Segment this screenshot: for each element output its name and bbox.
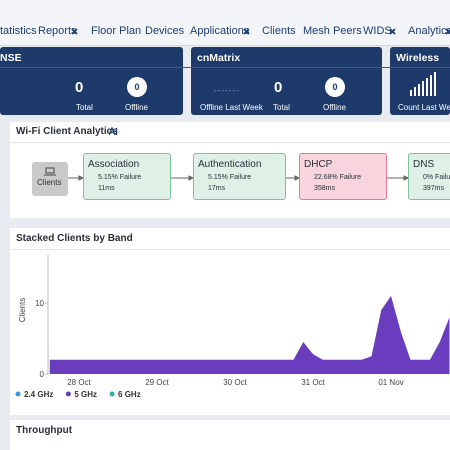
stat-label: Offline Last Week (200, 103, 263, 112)
step-latency: 358ms (314, 185, 336, 192)
close-icon[interactable] (71, 28, 78, 35)
stat-value: 0 (325, 77, 345, 97)
area (49, 295, 450, 374)
stat-label: Offline (125, 103, 148, 112)
stat-label: Offline (323, 103, 346, 112)
step-box[interactable] (408, 153, 450, 200)
step-latency: 397ms (423, 185, 445, 192)
laptop-icon (44, 167, 56, 176)
legend-marker (15, 391, 21, 397)
legend-marker (65, 391, 71, 397)
y-tick-label: 10 (35, 299, 44, 308)
source-label: Clients (37, 178, 62, 187)
divider (10, 142, 450, 143)
nav-bar (0, 0, 450, 46)
step-box[interactable] (299, 153, 387, 200)
panel-title: Stacked Clients by Band (16, 233, 133, 244)
close-icon[interactable] (243, 28, 250, 35)
x-tick-label: 28 Oct (67, 378, 91, 387)
nav-tab[interactable]: WIDS (363, 25, 392, 37)
x-tick-label: 31 Oct (301, 378, 325, 387)
nav-tab[interactable]: Devices (145, 25, 185, 37)
nav-tab[interactable]: Reports (38, 25, 77, 37)
step-name: DNS (413, 159, 435, 170)
stat-label: Total (76, 103, 93, 112)
x-tick-label: 30 Oct (223, 378, 247, 387)
step-failure: 5.15% Failure (98, 174, 142, 181)
close-icon[interactable] (389, 28, 396, 35)
step-failure: 5.15% Failure (208, 174, 252, 181)
nav-tab[interactable]: Applications (190, 25, 250, 37)
legend-label: 2.4 GHz (24, 390, 53, 399)
nav-tab[interactable]: Clients (262, 25, 296, 37)
stat-value: 0 (75, 79, 84, 96)
ai-icon (109, 127, 118, 136)
step-box[interactable] (83, 153, 171, 200)
stat-label: Count Last Week (398, 103, 450, 112)
step-latency: 11ms (98, 185, 115, 192)
step-name: Authentication (198, 159, 262, 170)
panel-title: Wi-Fi Client Analytics (16, 126, 118, 137)
divider (10, 249, 450, 250)
step-latency: 17ms (208, 185, 226, 192)
cnmatrix-card[interactable] (191, 47, 382, 115)
step-name: Association (88, 159, 140, 170)
card-title: cnMatrix (197, 52, 241, 64)
legend-marker (109, 391, 115, 397)
stat-value: ------- (214, 86, 240, 95)
throughput-panel (10, 420, 450, 450)
panel-title: Throughput (16, 425, 73, 436)
bars-icon (410, 72, 436, 96)
step-failure: 22.68% Failure (314, 174, 362, 181)
x-tick-label: 01 Nov (378, 378, 403, 387)
stat-value: 0 (127, 77, 147, 97)
card-title: Wireless (396, 52, 440, 64)
x-tick-label: 29 Oct (145, 378, 169, 387)
y-axis-label: Clients (18, 298, 27, 322)
wireless-card[interactable] (390, 47, 450, 115)
legend-label: 6 GHz (118, 390, 141, 399)
card-divider (0, 67, 450, 68)
step-failure: 0% Failure (423, 174, 450, 181)
nse-card[interactable] (0, 47, 183, 115)
stat-value: 0 (274, 79, 283, 96)
nav-tab[interactable]: Analytics (408, 25, 450, 37)
step-name: DHCP (304, 159, 333, 170)
y-tick-label: 0 (40, 370, 45, 379)
card-title: NSE (0, 52, 22, 64)
chart-panel (10, 228, 450, 415)
nav-tab[interactable]: Floor Plan (91, 25, 142, 37)
chart: Clients 0 10 28 Oct 29 Oct 30 Oct 31 Oct 01 Nov… (15, 255, 450, 399)
nav-tab[interactable]: Mesh Peers (303, 25, 362, 37)
step-box[interactable] (193, 153, 286, 200)
close-icon[interactable] (445, 28, 450, 35)
stat-label: Total (273, 103, 290, 112)
legend-label: 5 GHz (74, 390, 97, 399)
nav-tab[interactable]: tatistics (0, 25, 37, 37)
